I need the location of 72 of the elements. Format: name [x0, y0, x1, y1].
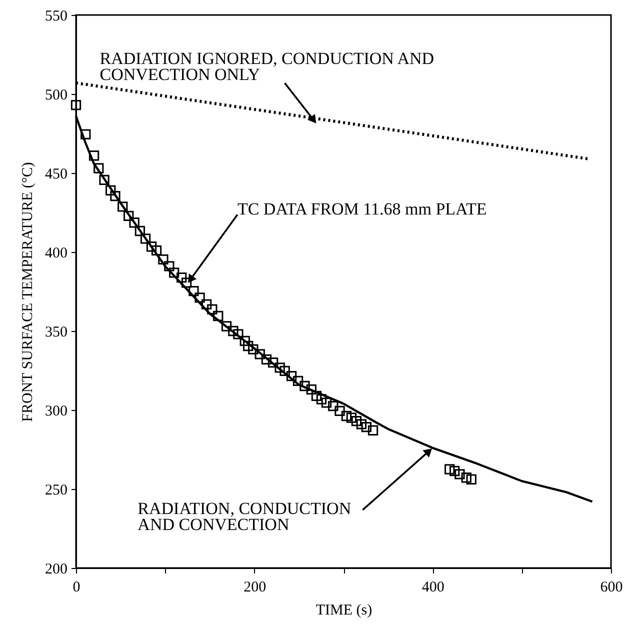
point — [169, 268, 180, 278]
point — [280, 366, 290, 376]
point — [181, 278, 192, 288]
point — [444, 464, 455, 474]
point — [321, 398, 332, 408]
point — [346, 412, 357, 423]
y-tick-label: 450 — [45, 166, 68, 182]
x-tick-label: 600 — [600, 580, 623, 596]
x-tick-label: 200 — [244, 580, 266, 596]
y-tick-label: 200 — [45, 562, 68, 578]
point — [334, 406, 345, 416]
point — [158, 254, 168, 265]
y-tick-label: 350 — [45, 324, 68, 340]
point — [129, 218, 140, 228]
point — [261, 354, 272, 365]
point — [341, 410, 352, 422]
point — [201, 299, 212, 310]
point — [99, 174, 110, 186]
point — [248, 344, 258, 354]
point — [213, 310, 224, 322]
point — [254, 349, 265, 360]
point — [361, 422, 372, 432]
point — [176, 272, 187, 283]
point — [110, 190, 120, 202]
x-tick-label: 0 — [72, 580, 80, 596]
point — [243, 340, 254, 352]
point — [146, 242, 157, 252]
point — [450, 466, 460, 476]
point — [94, 163, 104, 174]
point — [221, 321, 232, 332]
point — [207, 304, 218, 314]
point — [70, 100, 82, 110]
x-tick-label: 400 — [422, 580, 444, 596]
point — [300, 380, 310, 392]
y-tick-label: 550 — [45, 8, 68, 24]
y-axis-title: FRONT SURFACE TEMPERATURE (°C) — [20, 162, 36, 422]
point — [233, 329, 244, 340]
point — [88, 150, 100, 161]
point — [268, 358, 278, 368]
point — [80, 129, 91, 140]
point — [306, 384, 316, 395]
point — [454, 469, 465, 480]
point — [188, 286, 199, 296]
x-axis-title: TIME (s) — [316, 602, 372, 618]
y-tick-label: 300 — [45, 404, 68, 420]
y-tick-label: 250 — [45, 482, 68, 498]
y-tick-label: 400 — [45, 246, 68, 262]
point — [124, 210, 134, 222]
annotation: TC DATA FROM 11.68 mm PLATE — [237, 200, 487, 219]
point — [461, 472, 472, 483]
point — [228, 326, 238, 336]
point — [194, 292, 205, 303]
annotation: RADIATION, CONDUCTION AND CONVECTION — [138, 498, 352, 534]
point — [240, 336, 250, 346]
point — [151, 245, 162, 256]
point — [140, 234, 151, 244]
annotation: RADIATION IGNORED, CONDUCTION AND CONVECTION ONLY — [100, 49, 434, 84]
point — [351, 416, 362, 426]
point — [356, 419, 366, 430]
point — [106, 185, 116, 196]
point — [118, 202, 128, 212]
point — [466, 474, 476, 484]
point — [316, 394, 327, 404]
point — [274, 362, 285, 373]
y-tick-label: 500 — [45, 88, 68, 104]
point — [292, 376, 304, 386]
point — [286, 370, 297, 382]
point — [164, 261, 174, 272]
point — [368, 425, 378, 436]
point — [311, 390, 322, 402]
point — [134, 226, 146, 236]
point — [328, 400, 338, 412]
